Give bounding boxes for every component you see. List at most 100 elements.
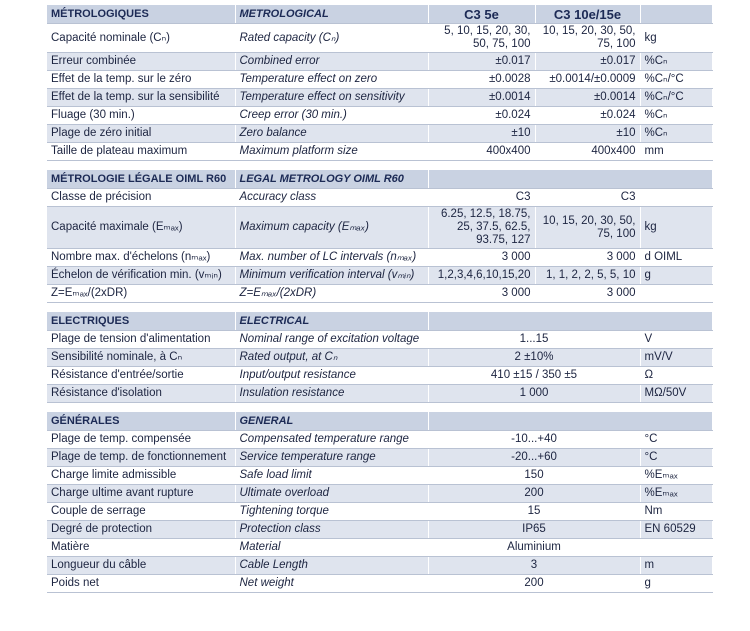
header-fr: GÉNÉRALES — [47, 412, 236, 431]
label-en: Net weight — [235, 574, 429, 593]
label-en: Nominal range of excitation voltage — [235, 330, 429, 349]
value: 3 000 — [535, 248, 641, 267]
value: IP65 — [428, 520, 641, 539]
label-en: Insulation resistance — [235, 384, 429, 403]
spec-row: Effet de la temp. sur la sensibilité Temp… — [47, 88, 713, 107]
spec-row: Capacité maximale (Eₘₐₓ) Maximum capacity… — [47, 206, 713, 249]
value: 1...15 — [428, 330, 641, 349]
label-en: Minimum verification interval (vₘᵢₙ) — [235, 266, 429, 285]
label-fr: Classe de précision — [47, 188, 236, 207]
value: C3 — [428, 188, 536, 207]
section-header: GÉNÉRALES GENERAL — [47, 412, 713, 431]
header-fr: MÉTROLOGIE LÉGALE OIML R60 — [47, 170, 236, 189]
label-fr: Sensibilité nominale, à Cₙ — [47, 348, 236, 367]
unit: d OIML — [640, 248, 713, 267]
spec-row: Charge ultime avant rupture Ultimate over… — [47, 484, 713, 503]
spec-row: Erreur combinée Combined error ±0.017 ±0.01… — [47, 52, 713, 71]
spec-table: GÉNÉRALES GENERAL Plage de temp. compensée… — [47, 412, 713, 593]
value: ±10 — [535, 124, 641, 143]
value: 410 ±15 / 350 ±5 — [428, 366, 641, 385]
value: C3 — [535, 188, 641, 207]
unit: mm — [640, 142, 713, 161]
spec-table: MÉTROLOGIE LÉGALE OIML R60 LEGAL METROLOG… — [47, 170, 713, 303]
value: ±0.024 — [428, 106, 536, 125]
value: 1,2,3,4,6,10,15,20 — [428, 266, 536, 285]
value: 400x400 — [535, 142, 641, 161]
spec-row: Longueur du câble Cable Length 3 m — [47, 556, 713, 575]
unit: Nm — [640, 502, 713, 521]
label-fr: Z=Eₘₐₓ/(2xDR) — [47, 284, 236, 303]
section-header: MÉTROLOGIQUES METROLOGICAL C3 5e C3 10e/15e — [47, 5, 713, 24]
header-col: C3 5e — [428, 5, 536, 24]
label-en: Zero balance — [235, 124, 429, 143]
spec-row: Plage de tension d'alimentation Nominal r… — [47, 330, 713, 349]
spec-row: Sensibilité nominale, à Cₙ Rated output, … — [47, 348, 713, 367]
unit: %Cₙ/°C — [640, 88, 713, 107]
value: Aluminium — [428, 538, 641, 557]
header-col: C3 10e/15e — [535, 5, 641, 24]
label-en: Rated output, at Cₙ — [235, 348, 429, 367]
label-fr: Erreur combinée — [47, 52, 236, 71]
unit: V — [640, 330, 713, 349]
label-en: Safe load limit — [235, 466, 429, 485]
value: 200 — [428, 484, 641, 503]
label-fr: Longueur du câble — [47, 556, 236, 575]
value: 1 000 — [428, 384, 641, 403]
unit: %Cₙ/°C — [640, 70, 713, 89]
label-fr: Effet de la temp. sur le zéro — [47, 70, 236, 89]
value: ±0.0014 — [428, 88, 536, 107]
label-en: Combined error — [235, 52, 429, 71]
label-fr: Résistance d'entrée/sortie — [47, 366, 236, 385]
value: 3 000 — [428, 248, 536, 267]
value: ±10 — [428, 124, 536, 143]
unit: %Cₙ — [640, 124, 713, 143]
unit: EN 60529 — [640, 520, 713, 539]
section-header: ELECTRIQUES ELECTRICAL — [47, 312, 713, 331]
label-fr: Capacité nominale (Cₙ) — [47, 23, 236, 53]
unit: Ω — [640, 366, 713, 385]
value: 150 — [428, 466, 641, 485]
value: 15 — [428, 502, 641, 521]
value: 3 000 — [428, 284, 536, 303]
unit: m — [640, 556, 713, 575]
value: ±0.017 — [428, 52, 536, 71]
label-fr: Charge ultime avant rupture — [47, 484, 236, 503]
label-en: Material — [235, 538, 429, 557]
label-fr: Plage de temp. de fonctionnement — [47, 448, 236, 467]
value: -20...+60 — [428, 448, 641, 467]
label-en: Compensated temperature range — [235, 430, 429, 449]
label-fr: Matière — [47, 538, 236, 557]
label-en: Tightening torque — [235, 502, 429, 521]
label-en: Creep error (30 min.) — [235, 106, 429, 125]
spec-row: Nombre max. d'échelons (nₘₐₓ) Max. number… — [47, 248, 713, 267]
unit: %Cₙ — [640, 52, 713, 71]
spec-row: Degré de protection Protection class IP65 E… — [47, 520, 713, 539]
label-en: Ultimate overload — [235, 484, 429, 503]
spec-row: Effet de la temp. sur le zéro Temperature… — [47, 70, 713, 89]
header-blank — [428, 412, 713, 431]
value: 3 — [428, 556, 641, 575]
spec-row: Couple de serrage Tightening torque 15 Nm — [47, 502, 713, 521]
spec-row: Poids net Net weight 200 g — [47, 574, 713, 593]
spec-row: Échelon de vérification min. (vₘᵢₙ) Minim… — [47, 266, 713, 285]
spec-table: MÉTROLOGIQUES METROLOGICAL C3 5e C3 10e/15e… — [47, 5, 713, 161]
label-fr: Poids net — [47, 574, 236, 593]
label-en: Protection class — [235, 520, 429, 539]
value: 5, 10, 15, 20, 30, 50, 75, 100 — [428, 23, 536, 53]
unit — [640, 538, 713, 557]
unit: mV/V — [640, 348, 713, 367]
spec-row: Matière Material Aluminium — [47, 538, 713, 557]
spec-row: Résistance d'isolation Insulation resista… — [47, 384, 713, 403]
value: 200 — [428, 574, 641, 593]
unit — [640, 284, 713, 303]
value: -10...+40 — [428, 430, 641, 449]
spec-table: ELECTRIQUES ELECTRICAL Plage de tension d'… — [47, 312, 713, 403]
spec-row: Taille de plateau maximum Maximum platfor… — [47, 142, 713, 161]
label-fr: Degré de protection — [47, 520, 236, 539]
spec-row: Fluage (30 min.) Creep error (30 min.) ±0.… — [47, 106, 713, 125]
label-en: Accuracy class — [235, 188, 429, 207]
label-fr: Plage de temp. compensée — [47, 430, 236, 449]
label-en: Temperature effect on sensitivity — [235, 88, 429, 107]
label-fr: Plage de zéro initial — [47, 124, 236, 143]
